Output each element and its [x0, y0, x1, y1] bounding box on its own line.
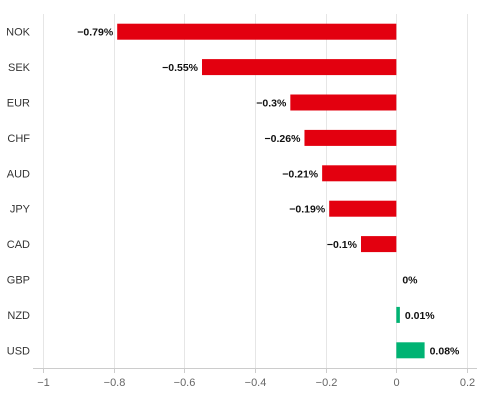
category-labels: NOK SEK EUR CHF AUD JPY CAD GBP NZD USD — [6, 27, 31, 358]
category-label-nzd: NZD — [7, 310, 30, 322]
x-tick-label: −0.8 — [104, 377, 126, 389]
category-label-jpy: JPY — [10, 204, 31, 216]
x-tick-label: 0 — [393, 377, 399, 389]
value-label-chf: −0.26% — [265, 133, 302, 145]
bar-jpy — [329, 200, 397, 217]
bar-cad — [361, 236, 397, 253]
value-label-cad: −0.1% — [327, 239, 358, 251]
category-label-eur: EUR — [7, 98, 30, 110]
x-tick-label: −0.4 — [245, 377, 267, 389]
value-label-nok: −0.79% — [77, 27, 114, 39]
value-label-sek: −0.55% — [162, 62, 199, 74]
value-labels: −0.79% −0.55% −0.3% −0.26% −0.21% −0.19% −0.1%… — [77, 27, 460, 358]
bar-eur — [290, 94, 397, 111]
category-label-gbp: GBP — [7, 275, 30, 287]
x-tick-label: −0.2 — [316, 377, 338, 389]
x-tick-label: −0.6 — [174, 377, 196, 389]
bars — [117, 23, 425, 359]
value-label-gbp: 0% — [402, 275, 418, 287]
value-label-nzd: 0.01% — [405, 310, 435, 322]
category-label-usd: USD — [7, 345, 30, 357]
value-label-jpy: −0.19% — [289, 204, 326, 216]
category-label-chf: CHF — [7, 133, 30, 145]
value-label-eur: −0.3% — [256, 98, 287, 110]
x-tick-label: 0.2 — [460, 377, 475, 389]
category-label-cad: CAD — [7, 239, 30, 251]
x-axis: −1 −0.8 −0.6 −0.4 −0.2 0 0.2 — [33, 368, 477, 389]
category-label-nok: NOK — [6, 27, 31, 39]
category-label-aud: AUD — [7, 168, 30, 180]
x-tick-label: −1 — [37, 377, 50, 389]
bar-aud — [322, 165, 397, 182]
bar-nzd — [396, 306, 400, 323]
bar-usd — [396, 342, 425, 359]
bar-sek — [202, 59, 397, 76]
value-label-aud: −0.21% — [282, 168, 319, 180]
value-label-usd: 0.08% — [430, 345, 460, 357]
bar-nok — [117, 23, 397, 40]
bar-chf — [304, 129, 397, 146]
category-label-sek: SEK — [8, 62, 31, 74]
